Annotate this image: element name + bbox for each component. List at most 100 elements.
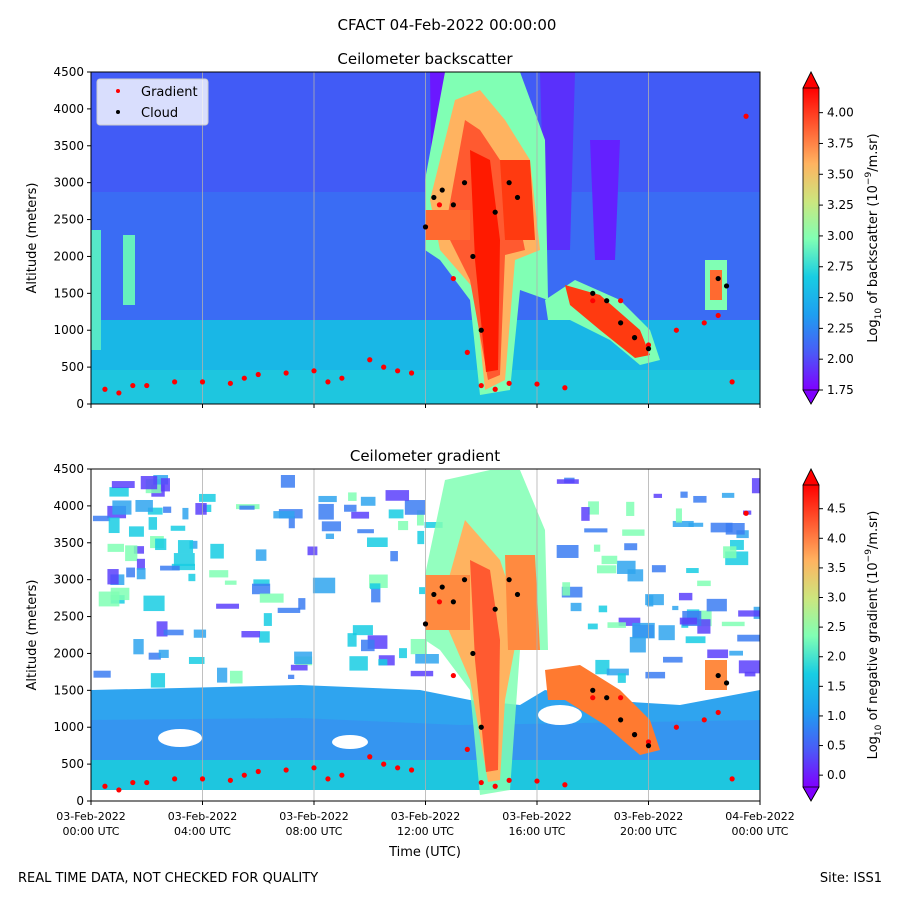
cloud-marker bbox=[604, 298, 610, 304]
gradient-title: Ceilometer gradient bbox=[350, 447, 500, 465]
footer-disclaimer: REAL TIME DATA, NOT CHECKED FOR QUALITY bbox=[18, 871, 318, 886]
cloud-marker bbox=[604, 695, 610, 701]
y-tick-label: 1500 bbox=[53, 683, 84, 697]
speckle-patch bbox=[556, 479, 579, 484]
cloud-marker bbox=[439, 187, 445, 193]
footer-site: Site: ISS1 bbox=[820, 871, 882, 886]
gradient-marker bbox=[450, 275, 456, 282]
speckle-patch bbox=[390, 551, 398, 562]
gradient-marker bbox=[381, 761, 387, 767]
speckle-patch bbox=[686, 568, 699, 574]
backscatter-colorbar-ticks: 1.75 2.00 2.25 2.50 2.75 3.00 3.25 3.50 3.75 4.00 bbox=[819, 106, 854, 397]
gradient-marker bbox=[130, 779, 136, 786]
speckle-patch bbox=[224, 580, 237, 585]
gradient-marker bbox=[701, 717, 707, 723]
speckle-patch bbox=[588, 501, 599, 515]
speckle-patch bbox=[415, 654, 439, 664]
speckle-patch bbox=[111, 481, 135, 489]
legend-gradient-label: Gradient bbox=[141, 85, 198, 100]
cloud-marker bbox=[590, 290, 596, 296]
cloud-marker bbox=[450, 599, 456, 605]
speckle-patch bbox=[188, 573, 196, 582]
colorbar-tick-label: 2.5 bbox=[827, 620, 846, 634]
speckle-patch bbox=[229, 670, 243, 684]
gradient-marker bbox=[506, 777, 512, 783]
cloud-marker bbox=[461, 577, 468, 583]
cloud-marker bbox=[723, 680, 730, 686]
speckle-patch bbox=[678, 592, 693, 601]
x-tick-label: 00:00 UTC bbox=[731, 825, 788, 838]
speckle-patch bbox=[209, 570, 229, 578]
speckle-patch bbox=[697, 580, 711, 587]
cloud-marker bbox=[631, 732, 638, 738]
speckle-patch bbox=[618, 617, 641, 626]
x-tick-label: 08:00 UTC bbox=[285, 825, 342, 838]
speckle-patch bbox=[751, 478, 760, 494]
colorbar-tick-label: 2.50 bbox=[827, 291, 854, 305]
speckle-patch bbox=[729, 650, 744, 656]
speckle-patch bbox=[128, 526, 144, 537]
y-tick-label: 4000 bbox=[53, 499, 84, 513]
speckle-patch bbox=[416, 510, 424, 526]
speckle-patch bbox=[287, 674, 295, 679]
gradient-colorbar-ticks: 0.0 0.5 1.0 1.5 2.0 2.5 3.0 3.5 4.0 4.5 bbox=[819, 502, 846, 782]
speckle-patch bbox=[153, 475, 169, 485]
speckle-patch bbox=[210, 543, 224, 559]
gradient-marker bbox=[729, 379, 735, 385]
cloud-marker bbox=[631, 335, 638, 341]
speckle-patch bbox=[193, 629, 207, 638]
speckle-patch bbox=[624, 543, 638, 551]
y-tick-label: 0 bbox=[76, 794, 84, 808]
speckle-patch bbox=[360, 496, 376, 506]
speckle-patch bbox=[348, 492, 357, 501]
gradient-marker bbox=[436, 599, 443, 605]
cloud-marker bbox=[492, 209, 498, 215]
speckle-patch bbox=[737, 634, 760, 642]
gradient-markers bbox=[102, 510, 749, 793]
speckle-patch bbox=[259, 631, 270, 643]
gradient-marker bbox=[325, 379, 331, 385]
speckle-patch bbox=[150, 673, 166, 688]
speckle-patch bbox=[241, 631, 260, 638]
speckle-patch bbox=[347, 633, 357, 647]
gradient-marker bbox=[534, 381, 540, 387]
speckle-patch bbox=[273, 511, 295, 519]
gradient-marker bbox=[506, 380, 512, 386]
speckle-patch bbox=[216, 603, 240, 609]
cloud-marker bbox=[723, 283, 730, 289]
gradient-colorbar: 0.0 0.5 1.0 1.5 2.0 2.5 3.0 3.5 4.0 4.5 Log10 of … bbox=[802, 468, 884, 802]
speckle-patch bbox=[140, 476, 158, 490]
y-tick-label: 2500 bbox=[53, 610, 84, 624]
speckle-patch bbox=[730, 539, 744, 550]
speckle-patch bbox=[598, 605, 608, 613]
backscatter-x-ticks bbox=[90, 404, 761, 408]
gradient-marker bbox=[562, 385, 568, 391]
cloud-marker bbox=[618, 717, 624, 723]
gradient-marker bbox=[743, 113, 749, 119]
speckle-patch bbox=[570, 602, 582, 612]
speckle-patch bbox=[721, 621, 745, 627]
speckle-patch bbox=[298, 598, 306, 610]
gradient-marker bbox=[102, 783, 108, 789]
speckle-patch bbox=[385, 490, 410, 501]
gradient-marker bbox=[408, 767, 415, 773]
y-tick-label: 2000 bbox=[53, 646, 84, 660]
gradient-marker bbox=[116, 390, 122, 396]
gradient-marker bbox=[144, 382, 150, 389]
speckle-patch bbox=[593, 544, 601, 552]
cloud-marker bbox=[492, 606, 498, 612]
cloud-marker bbox=[514, 194, 521, 201]
gradient-marker bbox=[102, 386, 108, 392]
legend-gradient-marker bbox=[116, 89, 120, 93]
speckle-patch bbox=[173, 553, 195, 566]
speckle-patch bbox=[112, 500, 132, 515]
speckle-patch bbox=[158, 649, 169, 658]
speckle-patch bbox=[587, 623, 598, 630]
speckle-patch bbox=[92, 515, 111, 522]
speckle-patch bbox=[417, 530, 425, 545]
speckle-patch bbox=[653, 493, 663, 498]
speckle-patch bbox=[108, 517, 120, 534]
x-tick-label: 03-Feb-2022 bbox=[279, 810, 348, 823]
cloud-marker bbox=[470, 650, 476, 657]
